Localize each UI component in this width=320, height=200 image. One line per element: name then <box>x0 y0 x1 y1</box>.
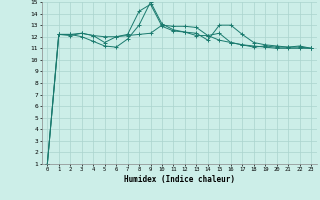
X-axis label: Humidex (Indice chaleur): Humidex (Indice chaleur) <box>124 175 235 184</box>
